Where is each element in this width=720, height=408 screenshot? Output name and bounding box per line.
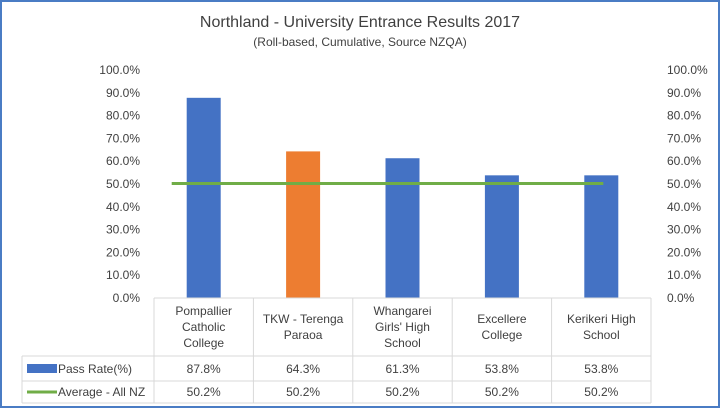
- right-axis-tick-label: 20.0%: [667, 245, 701, 259]
- bar-pass-rate: [484, 175, 519, 298]
- table-value-pass-rate: 64.3%: [286, 362, 320, 376]
- table-value-pass-rate: 53.8%: [584, 362, 618, 376]
- category-label: Whangarei: [373, 304, 431, 318]
- table-value-pass-rate: 61.3%: [385, 362, 419, 376]
- left-axis-tick-label: 90.0%: [106, 86, 140, 100]
- table-value-pass-rate: 53.8%: [485, 362, 519, 376]
- left-axis-tick-label: 40.0%: [106, 200, 140, 214]
- category-label: Girls' High: [375, 320, 430, 334]
- category-label: Catholic: [182, 320, 225, 334]
- category-label: Excellere: [477, 312, 527, 326]
- right-axis-tick-label: 60.0%: [667, 154, 701, 168]
- left-axis-tick-label: 60.0%: [106, 154, 140, 168]
- bar-pass-rate: [385, 158, 420, 298]
- right-axis-tick-label: 70.0%: [667, 131, 701, 145]
- category-label: School: [384, 336, 421, 350]
- table-value-average: 50.2%: [286, 385, 320, 399]
- right-axis-tick-label: 50.0%: [667, 177, 701, 191]
- category-label: College: [482, 328, 523, 342]
- right-axis-tick-label: 90.0%: [667, 86, 701, 100]
- legend-key-pass-rate: [27, 364, 57, 373]
- bar-pass-rate: [584, 175, 619, 298]
- legend-label-average: Average - All NZ: [58, 385, 145, 399]
- chart-title: Northland - University Entrance Results …: [200, 14, 520, 31]
- right-axis-tick-label: 100.0%: [667, 63, 708, 77]
- category-label: College: [183, 336, 224, 350]
- right-axis-tick-label: 0.0%: [667, 291, 695, 305]
- left-axis-tick-label: 70.0%: [106, 131, 140, 145]
- table-value-average: 50.2%: [187, 385, 221, 399]
- right-axis-tick-label: 10.0%: [667, 268, 701, 282]
- legend-label-pass-rate: Pass Rate(%): [58, 362, 132, 376]
- left-axis-tick-label: 80.0%: [106, 109, 140, 123]
- left-axis-tick-label: 50.0%: [106, 177, 140, 191]
- category-label: TKW - Terenga: [263, 312, 344, 326]
- table-value-average: 50.2%: [385, 385, 419, 399]
- left-axis-tick-label: 0.0%: [113, 291, 141, 305]
- table-value-average: 50.2%: [485, 385, 519, 399]
- category-label: Pompallier: [175, 304, 232, 318]
- table-value-average: 50.2%: [584, 385, 618, 399]
- category-label: School: [583, 328, 620, 342]
- bar-pass-rate: [286, 151, 321, 298]
- table-value-pass-rate: 87.8%: [187, 362, 221, 376]
- chart-subtitle: (Roll-based, Cumulative, Source NZQA): [253, 35, 466, 49]
- right-axis-tick-label: 80.0%: [667, 109, 701, 123]
- left-axis-tick-label: 30.0%: [106, 223, 140, 237]
- right-axis-tick-label: 30.0%: [667, 223, 701, 237]
- left-axis-tick-label: 10.0%: [106, 268, 140, 282]
- bar-pass-rate: [186, 97, 221, 298]
- category-label: Paraoa: [284, 328, 323, 342]
- right-axis-tick-label: 40.0%: [667, 200, 701, 214]
- left-axis-tick-label: 100.0%: [99, 63, 140, 77]
- left-axis-tick-label: 20.0%: [106, 245, 140, 259]
- category-label: Kerikeri High: [567, 312, 636, 326]
